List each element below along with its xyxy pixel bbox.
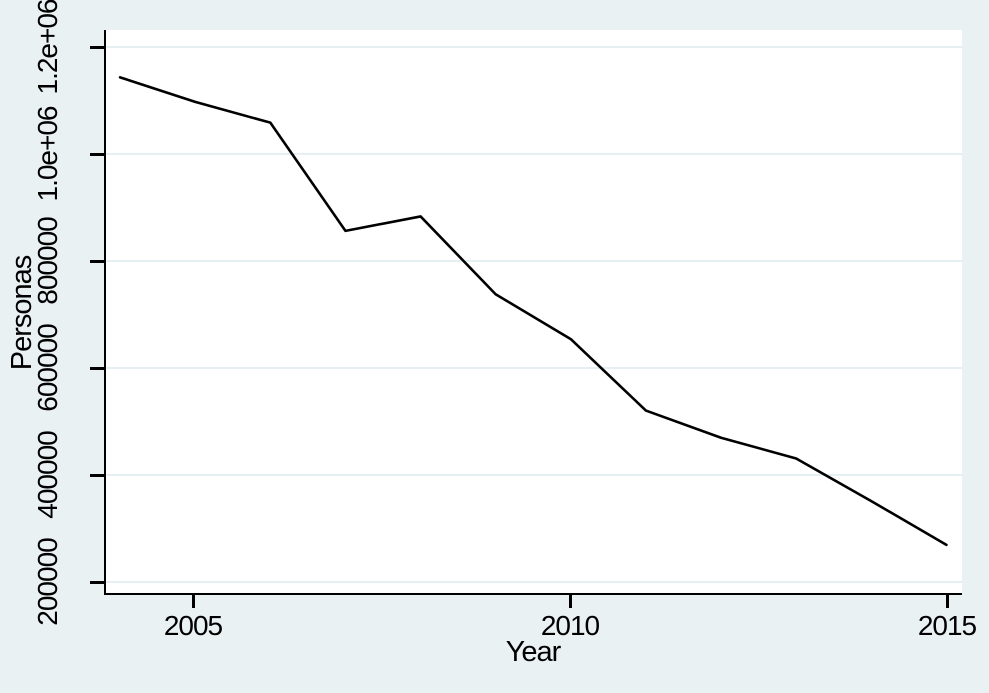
x-axis-tick-2010	[569, 595, 572, 608]
gridline-y-1.0e+06	[106, 153, 962, 155]
gridline-y-200000	[106, 581, 962, 583]
x-axis-title: Year	[505, 636, 562, 668]
series-line-personas	[118, 76, 948, 547]
gridline-y-600000	[106, 367, 962, 369]
gridline-y-800000	[106, 260, 962, 262]
y-axis-tick-400000	[90, 474, 104, 477]
y-axis-tick-600000	[90, 367, 104, 370]
x-tick-label-2010: 2010	[540, 610, 600, 641]
data-line-svg	[118, 76, 948, 547]
y-axis-tick-1.0e+06	[90, 153, 104, 156]
x-axis-tick-2015	[946, 595, 949, 608]
y-axis-tick-200000	[90, 581, 104, 584]
gridline-y-1.2e+06	[106, 46, 962, 48]
y-axis-tick-1.2e+06	[90, 46, 104, 49]
gridline-y-400000	[106, 474, 962, 476]
y-tick-label-1.2e+06: 1.2e+06	[32, 0, 63, 95]
y-axis-tick-800000	[90, 260, 104, 263]
x-axis-tick-2005	[192, 595, 195, 608]
plot-area	[104, 30, 962, 595]
x-tick-label-2005: 2005	[163, 610, 223, 641]
x-tick-label-2015: 2015	[917, 610, 977, 641]
